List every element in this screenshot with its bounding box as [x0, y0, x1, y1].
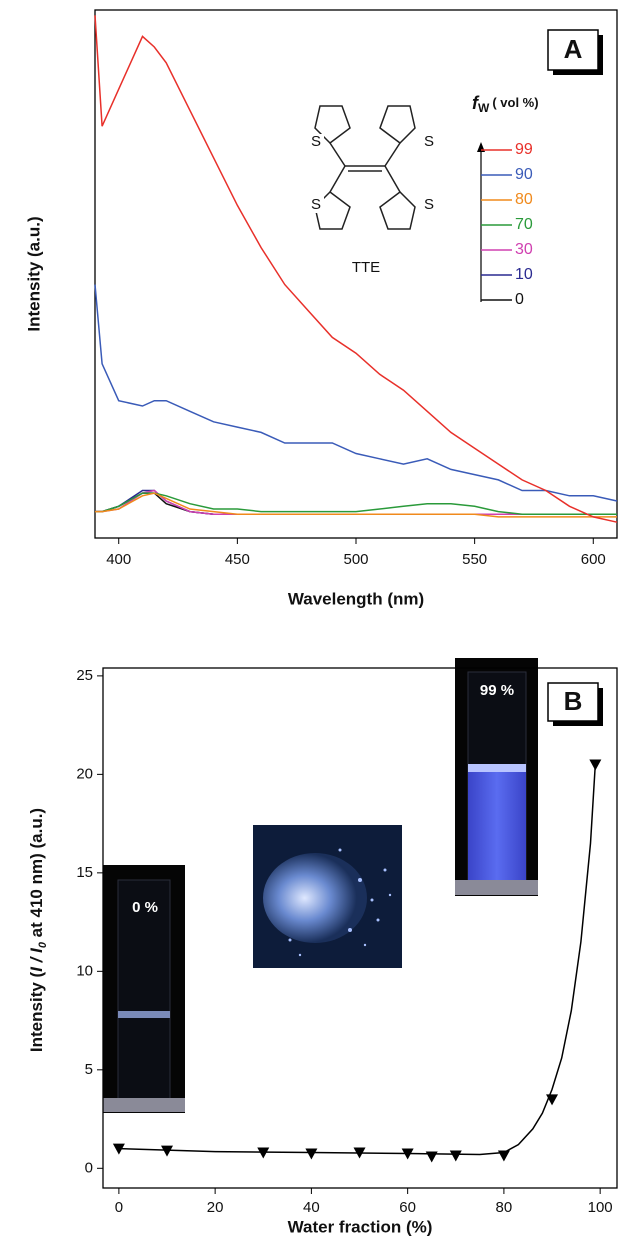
y-label-part: at 410 nm) (a.u.)	[27, 808, 46, 942]
liquid	[468, 764, 526, 882]
legend-title-part: f	[472, 93, 480, 113]
legend-title-part: ( vol %)	[492, 95, 538, 110]
legend-label: 90	[515, 166, 533, 183]
atom-label: S	[311, 196, 321, 213]
atom-label: S	[424, 133, 434, 150]
speckles	[288, 848, 392, 957]
meniscus	[118, 1011, 170, 1018]
panel-label: A	[564, 34, 583, 64]
data-point	[112, 1143, 125, 1155]
powder	[263, 853, 367, 943]
legend-label: 0	[515, 291, 524, 308]
x-tick-label: 550	[462, 551, 487, 568]
legend-label: 99	[515, 141, 533, 158]
vial-base	[103, 1098, 185, 1112]
data-point	[425, 1151, 438, 1163]
panel-label: B	[564, 686, 583, 716]
legend-label: 80	[515, 191, 533, 208]
legend-title-part: W	[478, 101, 490, 115]
data-point	[401, 1148, 414, 1160]
meniscus	[468, 764, 526, 772]
x-tick-label: 450	[225, 551, 250, 568]
x-tick-label: 20	[207, 1199, 224, 1216]
y-tick-label: 20	[76, 765, 93, 782]
y-tick-label: 25	[76, 667, 93, 684]
data-point	[497, 1150, 510, 1162]
x-tick-label: 40	[303, 1199, 320, 1216]
legend-title: fW( vol %)	[472, 93, 539, 115]
y-label-part: I / I	[27, 947, 46, 972]
x-tick-label: 60	[399, 1199, 416, 1216]
y-tick-label: 10	[76, 962, 93, 979]
y-label-part: Intensity (	[27, 971, 46, 1052]
atom-label: S	[424, 196, 434, 213]
series-line	[95, 492, 617, 518]
x-tick-label: 600	[581, 551, 606, 568]
legend-label: 70	[515, 216, 533, 233]
molecule-label: TTE	[352, 259, 380, 276]
x-tick-label: 0	[115, 1199, 123, 1216]
x-tick-label: 400	[106, 551, 131, 568]
vial-base	[455, 880, 538, 895]
x-tick-label: 500	[343, 551, 368, 568]
y-axis-label: Intensity (a.u.)	[24, 216, 43, 331]
label-box	[547, 29, 599, 71]
vial	[117, 879, 171, 1101]
x-tick-label: 100	[588, 1199, 613, 1216]
atom-label: S	[311, 133, 321, 150]
y-label-part: 0	[37, 941, 49, 948]
atom-bg	[308, 197, 324, 213]
legend-label: 30	[515, 241, 533, 258]
y-tick-label: 5	[85, 1061, 93, 1078]
data-point	[589, 759, 602, 771]
data-point	[161, 1145, 174, 1157]
atom-bg	[308, 134, 324, 150]
photo-label: 99 %	[480, 682, 514, 699]
data-point	[546, 1094, 559, 1106]
data-point	[257, 1147, 270, 1159]
data-point	[353, 1147, 366, 1159]
x-tick-label: 80	[496, 1199, 513, 1216]
data-point	[449, 1150, 462, 1162]
legend-label: 10	[515, 266, 533, 283]
y-tick-label: 15	[76, 864, 93, 881]
series-line	[94, 284, 618, 502]
x-axis-label: Water fraction (%)	[288, 1217, 433, 1236]
molecule	[314, 105, 416, 230]
atom-bg	[421, 197, 437, 213]
fit-curve	[118, 764, 597, 1156]
y-axis-label: Intensity (I / I0 at 410 nm) (a.u.)	[27, 808, 48, 1052]
data-point	[305, 1148, 318, 1160]
y-tick-label: 0	[85, 1159, 93, 1176]
label-box	[547, 682, 599, 722]
plot-frame	[102, 667, 618, 1189]
series-line	[94, 15, 618, 523]
photo-label: 0 %	[132, 899, 158, 916]
x-axis-label: Wavelength (nm)	[288, 589, 424, 608]
atom-bg	[421, 134, 437, 150]
